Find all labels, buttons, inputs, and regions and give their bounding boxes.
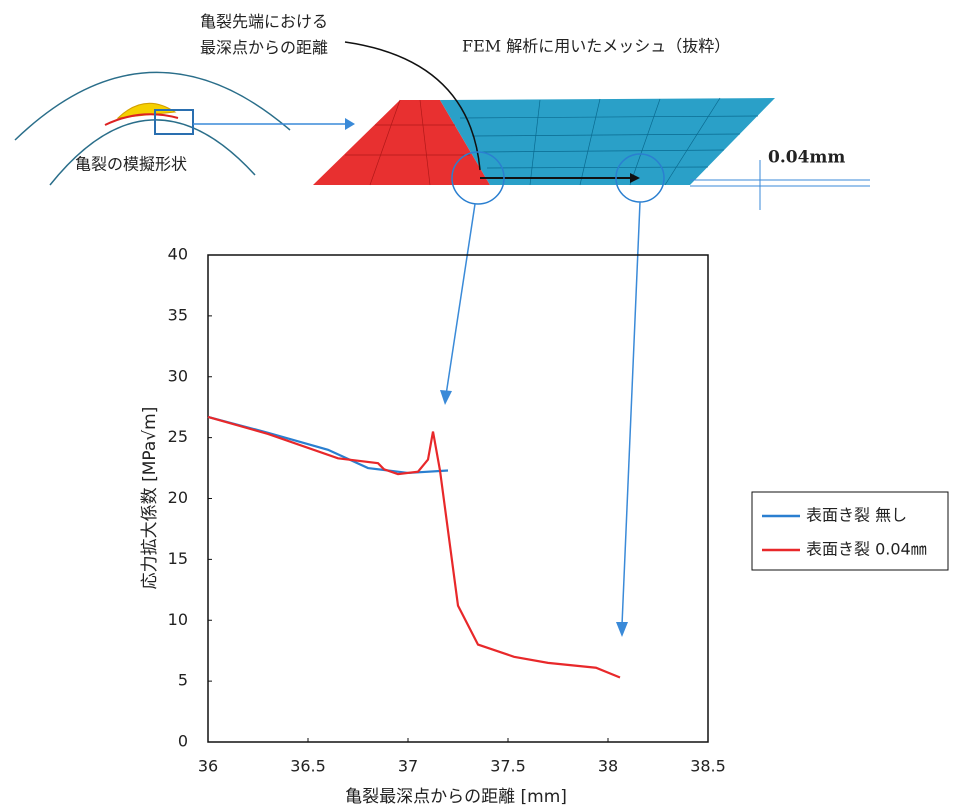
y-tick-label: 10 (168, 610, 188, 629)
note-line: 亀裂先端における (200, 12, 328, 31)
y-tick-label: 30 (168, 366, 188, 385)
depth-label: 0.04mm (768, 148, 845, 168)
plot-frame (208, 255, 708, 742)
crack-tip-note: 亀裂先端における最深点からの距離 (200, 12, 328, 57)
series-line (208, 417, 620, 678)
y-tick-label: 15 (168, 549, 188, 568)
note-line: 最深点からの距離 (200, 38, 328, 57)
mesh-title: FEM 解析に用いたメッシュ（抜粋） (462, 37, 730, 56)
x-axis-label: 亀裂最深点からの距離 [mm] (345, 787, 567, 807)
page: 亀裂先端における最深点からの距離 FEM 解析に用いたメッシュ（抜粋） 0.04… (0, 0, 963, 809)
y-tick-label: 5 (178, 671, 188, 690)
x-tick-label: 38 (598, 757, 618, 776)
x-tick-label: 38.5 (690, 757, 726, 776)
x-tick-label: 36 (198, 757, 218, 776)
legend-label: 表面き裂 0.04㎜ (806, 540, 927, 559)
x-tick-label: 36.5 (290, 757, 326, 776)
legend-label: 表面き裂 無し (806, 506, 907, 525)
y-axis-label: 応力拡大係数 [MPa√m] (140, 407, 160, 590)
y-tick-label: 40 (168, 245, 188, 264)
x-tick-label: 37.5 (490, 757, 526, 776)
y-tick-label: 35 (168, 305, 188, 324)
y-tick-label: 20 (168, 488, 188, 507)
series-line (208, 417, 448, 473)
x-tick-label: 37 (398, 757, 418, 776)
y-tick-label: 0 (178, 732, 188, 751)
y-tick-label: 25 (168, 427, 188, 446)
shape-label: 亀裂の模擬形状 (75, 155, 187, 174)
